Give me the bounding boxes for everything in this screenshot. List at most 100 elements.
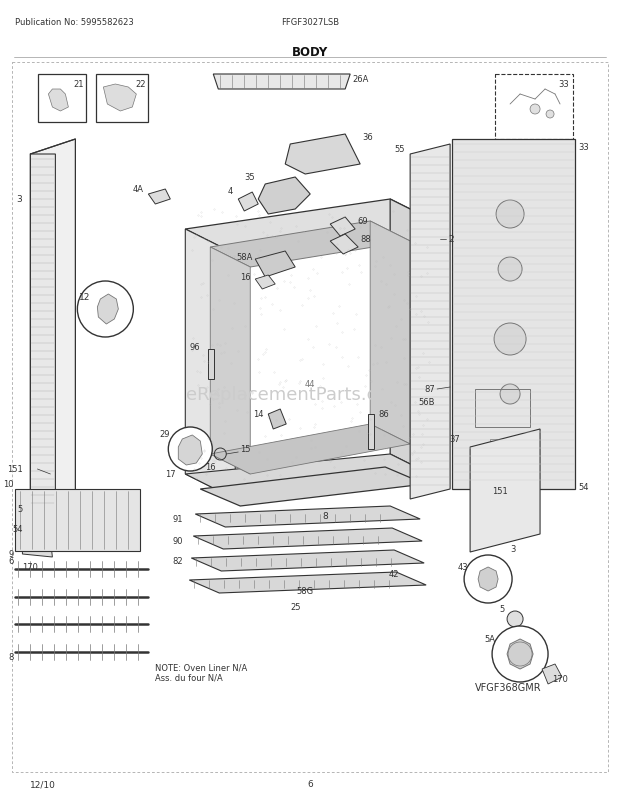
Polygon shape [330, 235, 358, 255]
Polygon shape [238, 192, 259, 212]
Text: 55: 55 [395, 145, 405, 154]
Polygon shape [452, 140, 575, 489]
Text: 5: 5 [500, 605, 505, 614]
Text: 25: 25 [290, 603, 301, 612]
Text: 21: 21 [73, 80, 84, 89]
Polygon shape [200, 468, 425, 506]
Text: 14: 14 [253, 410, 264, 419]
Polygon shape [30, 155, 55, 525]
Polygon shape [185, 455, 440, 500]
Polygon shape [285, 135, 360, 175]
Text: 16: 16 [239, 273, 250, 282]
Text: 58A: 58A [236, 253, 252, 262]
Text: Publication No: 5995582623: Publication No: 5995582623 [16, 18, 134, 27]
Circle shape [530, 105, 540, 115]
Text: 54: 54 [12, 525, 22, 534]
Text: 8: 8 [322, 512, 328, 520]
Text: 3: 3 [17, 195, 22, 205]
Circle shape [500, 384, 520, 404]
Polygon shape [213, 75, 350, 90]
Polygon shape [268, 410, 286, 429]
Polygon shape [330, 217, 355, 237]
Polygon shape [97, 294, 118, 325]
Polygon shape [478, 567, 498, 591]
Text: 10: 10 [3, 480, 14, 489]
Text: BODY: BODY [292, 46, 329, 59]
Text: 82: 82 [173, 557, 184, 565]
Bar [208, 350, 215, 379]
Text: 22: 22 [135, 80, 146, 89]
Text: 4A: 4A [132, 185, 143, 194]
Text: 5: 5 [17, 505, 22, 514]
Polygon shape [48, 90, 68, 111]
Circle shape [464, 555, 512, 603]
Text: 87: 87 [424, 385, 435, 394]
Text: 12: 12 [79, 294, 91, 302]
Bar [490, 439, 525, 460]
Text: 16: 16 [205, 463, 216, 472]
Text: 151: 151 [7, 465, 22, 474]
Text: 91: 91 [173, 515, 184, 524]
Circle shape [78, 282, 133, 338]
Text: 9: 9 [8, 550, 14, 559]
Bar [12, 63, 608, 772]
Polygon shape [30, 140, 76, 525]
Polygon shape [185, 229, 235, 500]
Text: 96: 96 [190, 343, 200, 352]
Circle shape [492, 626, 548, 683]
Bar [475, 390, 530, 427]
Polygon shape [507, 639, 533, 669]
Polygon shape [195, 506, 420, 528]
Text: 88: 88 [360, 235, 371, 244]
Polygon shape [210, 424, 410, 475]
Bar [495, 75, 573, 140]
Bar [16, 489, 140, 551]
Text: 86: 86 [378, 410, 389, 419]
Circle shape [494, 323, 526, 355]
Bar [368, 415, 374, 449]
Text: 58G: 58G [296, 587, 314, 596]
Text: 12/10: 12/10 [30, 780, 56, 788]
Text: Ass. du four N/A: Ass. du four N/A [156, 673, 223, 682]
Text: 6: 6 [308, 780, 313, 788]
Polygon shape [370, 221, 410, 444]
Polygon shape [210, 248, 250, 475]
Polygon shape [30, 504, 58, 521]
Text: 8: 8 [8, 653, 14, 662]
Polygon shape [185, 200, 440, 255]
Text: 170: 170 [22, 562, 38, 571]
Text: 26A: 26A [352, 75, 368, 84]
Polygon shape [259, 178, 310, 215]
Bar [38, 75, 86, 123]
Circle shape [496, 200, 524, 229]
Text: 36: 36 [362, 133, 373, 142]
Circle shape [507, 611, 523, 627]
Polygon shape [189, 573, 426, 593]
Text: 15: 15 [241, 445, 250, 454]
Text: 170: 170 [552, 674, 568, 683]
Text: 2: 2 [448, 235, 454, 244]
Text: 6: 6 [8, 557, 14, 565]
Text: 5A: 5A [484, 634, 495, 644]
Text: eReplacementParts.com: eReplacementParts.com [186, 386, 405, 403]
Text: 56B: 56B [418, 398, 435, 407]
Text: 37: 37 [450, 435, 460, 444]
Text: 17: 17 [165, 470, 175, 479]
Polygon shape [30, 517, 58, 537]
Text: 42: 42 [388, 569, 399, 579]
Polygon shape [179, 435, 202, 465]
Circle shape [546, 111, 554, 119]
Circle shape [498, 257, 522, 282]
Polygon shape [192, 550, 424, 571]
Text: 90: 90 [173, 537, 184, 546]
Text: 54: 54 [578, 483, 588, 492]
Text: 33: 33 [558, 80, 569, 89]
Text: 35: 35 [245, 172, 255, 181]
Bar [96, 75, 148, 123]
Text: 43: 43 [458, 563, 468, 572]
Polygon shape [148, 190, 171, 205]
Polygon shape [390, 200, 440, 480]
Polygon shape [22, 539, 52, 557]
Polygon shape [470, 429, 540, 553]
Text: 3: 3 [510, 545, 515, 554]
